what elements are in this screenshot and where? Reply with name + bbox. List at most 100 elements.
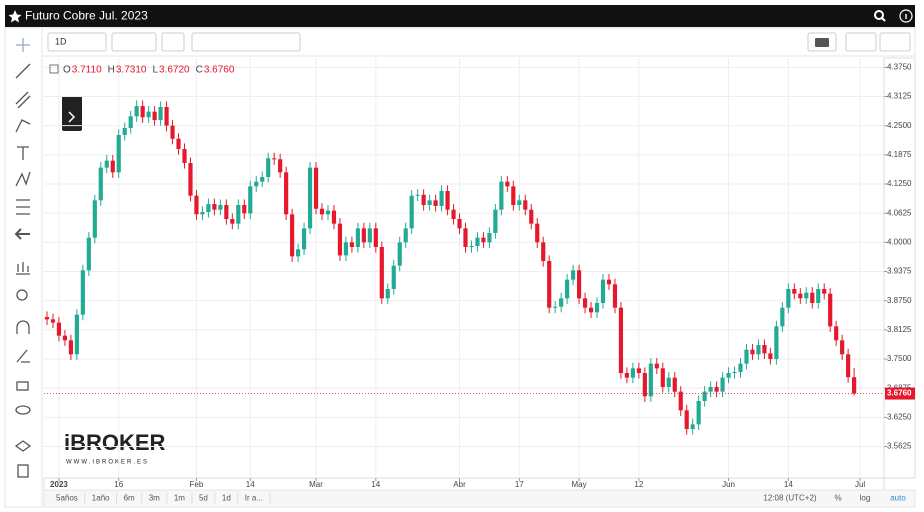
range-button[interactable]: 1año: [92, 494, 110, 503]
zoom-tool[interactable]: [16, 289, 28, 301]
candle-body: [798, 293, 803, 299]
scale-option[interactable]: log: [860, 494, 871, 503]
y-tick-label: 4.1875: [887, 150, 912, 159]
range-button[interactable]: 3m: [149, 494, 160, 503]
legend-toggle[interactable]: [49, 64, 59, 74]
candle-body: [750, 349, 755, 355]
back-tool[interactable]: [14, 228, 30, 240]
settings-button[interactable]: [161, 32, 185, 52]
candle-body: [505, 181, 510, 187]
cloud-load-button[interactable]: [845, 32, 877, 52]
candle-body: [182, 149, 187, 163]
candle-body: [822, 289, 827, 294]
last-price-label: 3.6760: [887, 389, 912, 398]
y-tick-label: 4.3125: [887, 92, 912, 101]
layers-tool[interactable]: [14, 440, 32, 452]
visibility-tool[interactable]: [15, 405, 31, 415]
candle-body: [439, 191, 444, 206]
candle-body: [62, 335, 68, 341]
panel-toggle[interactable]: [62, 96, 82, 131]
trendline-tool[interactable]: [15, 63, 31, 79]
indicator-tool[interactable]: [16, 262, 30, 275]
candle-body: [529, 209, 534, 224]
y-tick-label: 3.6250: [887, 412, 912, 421]
candle-body: [236, 205, 241, 224]
range-button[interactable]: 1m: [174, 494, 185, 503]
candle-body: [684, 410, 689, 429]
channel-tool[interactable]: [15, 91, 31, 109]
range-button[interactable]: 5años: [56, 494, 78, 503]
candle-body: [481, 237, 486, 243]
candle-body: [475, 237, 480, 247]
candle-body: [337, 223, 343, 256]
trash-tool[interactable]: [17, 464, 29, 478]
legend-key: H: [108, 65, 115, 76]
candle-body: [774, 326, 779, 359]
x-tick-label: 14: [371, 480, 380, 489]
candle-body: [786, 289, 791, 308]
text-tool[interactable]: [17, 146, 29, 160]
candle-body: [367, 228, 372, 243]
candle-body: [852, 377, 857, 394]
candle-body: [361, 228, 366, 243]
candle-body: [379, 247, 384, 299]
left-toolbar: [4, 27, 43, 508]
cloud-save-button[interactable]: [879, 32, 911, 52]
candle-body: [307, 167, 313, 229]
candle-body: [397, 242, 402, 266]
candle-body: [116, 135, 121, 173]
scale-option[interactable]: %: [834, 494, 841, 503]
candle-body: [547, 261, 552, 308]
range-button[interactable]: 5d: [199, 494, 208, 503]
candle-body: [594, 303, 600, 313]
candle-body: [463, 228, 468, 247]
candle-body: [535, 223, 540, 243]
x-tick-label: Mar: [309, 480, 323, 489]
candle-body: [559, 298, 564, 307]
range-button[interactable]: Ir a...: [245, 494, 263, 503]
candle-body: [92, 200, 97, 238]
candle-body: [738, 363, 743, 373]
x-tick-label: 2023: [50, 480, 68, 489]
info-icon[interactable]: [899, 9, 913, 23]
interval-button[interactable]: [47, 32, 107, 52]
candle-body: [828, 293, 833, 327]
candle-body: [266, 158, 271, 177]
candle-body: [86, 237, 91, 271]
lock-tool[interactable]: [16, 381, 29, 391]
chart-type-button[interactable]: [111, 32, 157, 52]
y-tick-label: 3.5625: [887, 442, 912, 451]
candle-body: [44, 317, 50, 320]
candle-body: [654, 363, 659, 369]
draw-lock-tool[interactable]: [16, 349, 30, 363]
legend-key: C: [196, 65, 203, 76]
candle-body: [846, 354, 851, 378]
brush-tool[interactable]: [15, 119, 31, 133]
candle-body: [678, 391, 683, 411]
candle-body: [696, 401, 701, 425]
candle-body: [254, 181, 259, 187]
candle-body: [218, 205, 223, 210]
candle-body: [278, 159, 283, 173]
candle-body: [636, 368, 641, 373]
candle-body: [690, 424, 695, 429]
range-button[interactable]: 6m: [124, 494, 135, 503]
candle-body: [170, 125, 175, 139]
y-tick-label: 4.2500: [887, 121, 912, 130]
magnet-tool[interactable]: [16, 320, 30, 334]
crosshair-tool[interactable]: [16, 38, 30, 52]
logo: iBROKER: [64, 430, 166, 455]
scale-option[interactable]: auto: [890, 494, 906, 503]
candle-body: [451, 209, 456, 219]
candle-body: [433, 200, 438, 206]
candle-body: [319, 208, 325, 215]
fib-tool[interactable]: [16, 199, 30, 215]
search-icon[interactable]: [874, 10, 884, 20]
favorite-star[interactable]: [8, 10, 22, 23]
candle-body: [810, 292, 815, 303]
range-button[interactable]: 1d: [222, 494, 231, 503]
candle-body: [642, 373, 647, 397]
pattern-tool[interactable]: [15, 171, 31, 187]
candle-body: [224, 205, 229, 219]
tools-group[interactable]: [191, 32, 301, 52]
